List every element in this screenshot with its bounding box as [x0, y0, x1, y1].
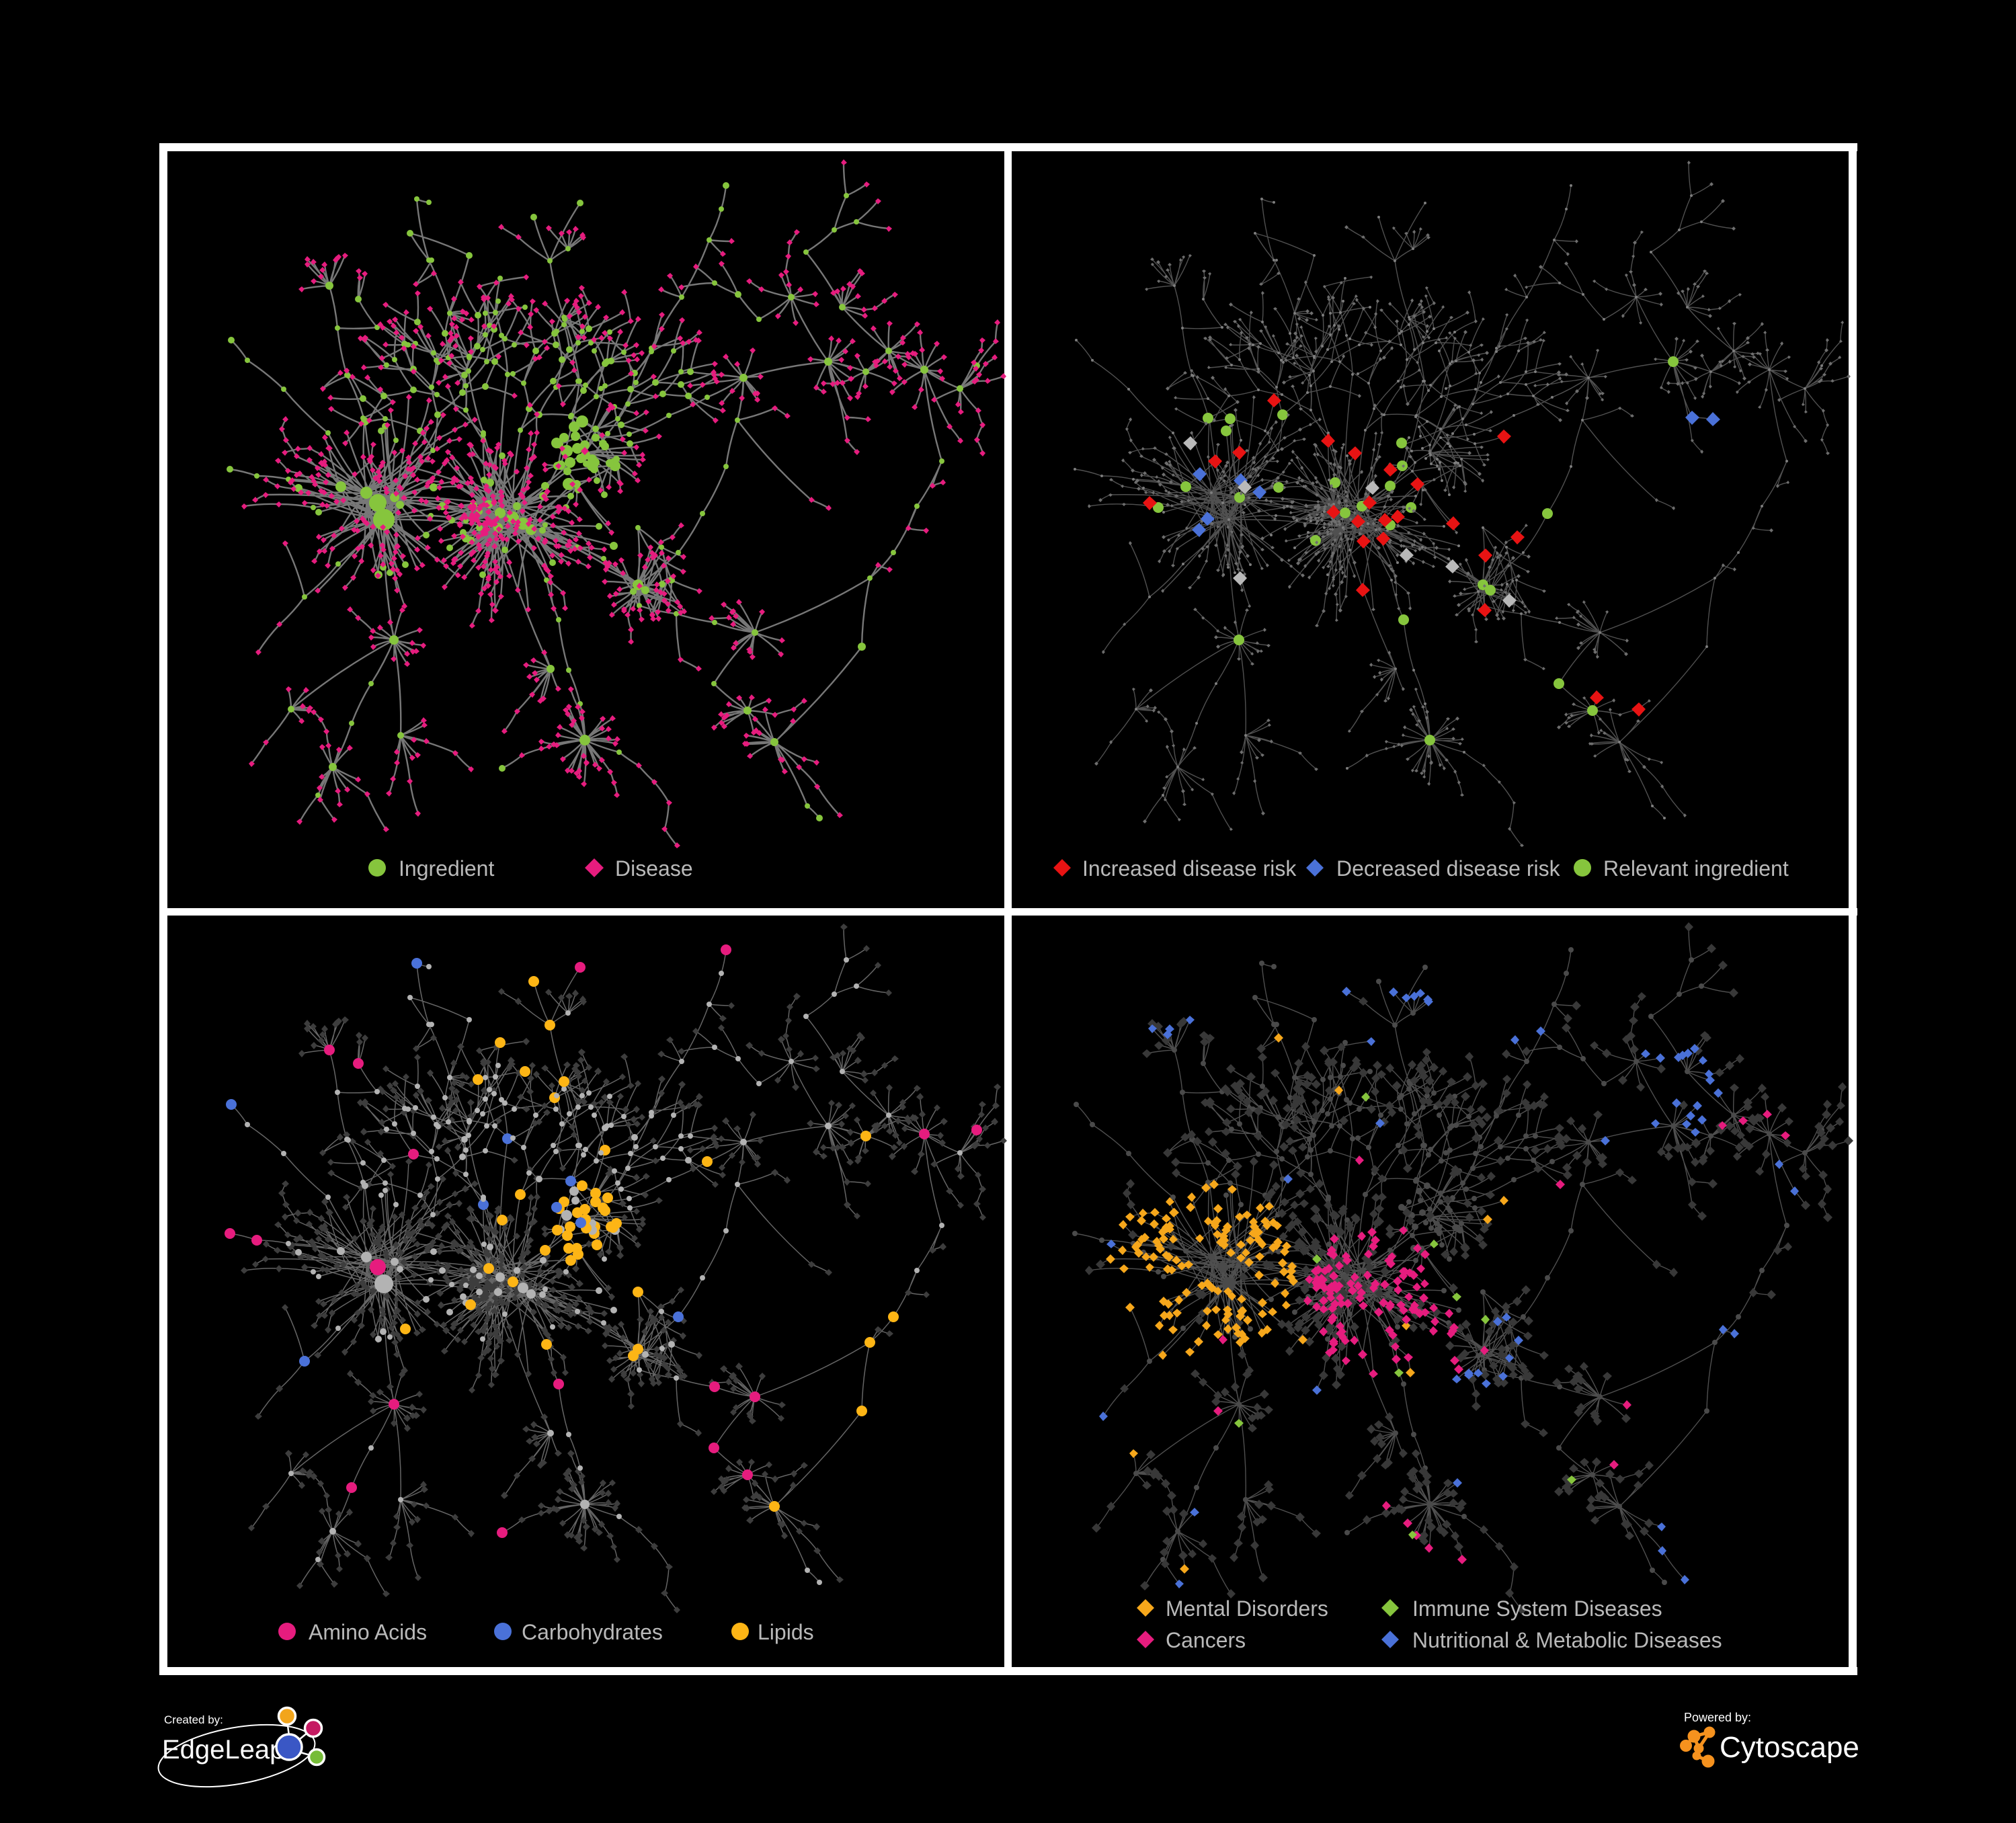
svg-text:Increased disease risk: Increased disease risk: [1082, 856, 1297, 881]
svg-text:Amino Acids: Amino Acids: [309, 1620, 427, 1644]
svg-text:Cytoscape: Cytoscape: [1720, 1731, 1859, 1764]
svg-text:Created by:: Created by:: [164, 1713, 223, 1726]
svg-text:Immune System Diseases: Immune System Diseases: [1412, 1596, 1662, 1621]
svg-text:Nutritional & Metabolic Diseas: Nutritional & Metabolic Diseases: [1412, 1628, 1722, 1652]
svg-text:Powered by:: Powered by:: [1684, 1711, 1751, 1724]
svg-text:Ingredient: Ingredient: [399, 856, 494, 881]
svg-text:Decreased disease risk: Decreased disease risk: [1336, 856, 1561, 881]
svg-text:EdgeLeap: EdgeLeap: [162, 1735, 284, 1765]
svg-text:Carbohydrates: Carbohydrates: [522, 1620, 663, 1644]
svg-text:Mental Disorders: Mental Disorders: [1166, 1596, 1328, 1621]
svg-text:Lipids: Lipids: [758, 1620, 814, 1644]
svg-text:Relevant ingredient: Relevant ingredient: [1603, 856, 1789, 881]
svg-text:Cancers: Cancers: [1166, 1628, 1246, 1652]
svg-text:Disease: Disease: [615, 856, 693, 881]
